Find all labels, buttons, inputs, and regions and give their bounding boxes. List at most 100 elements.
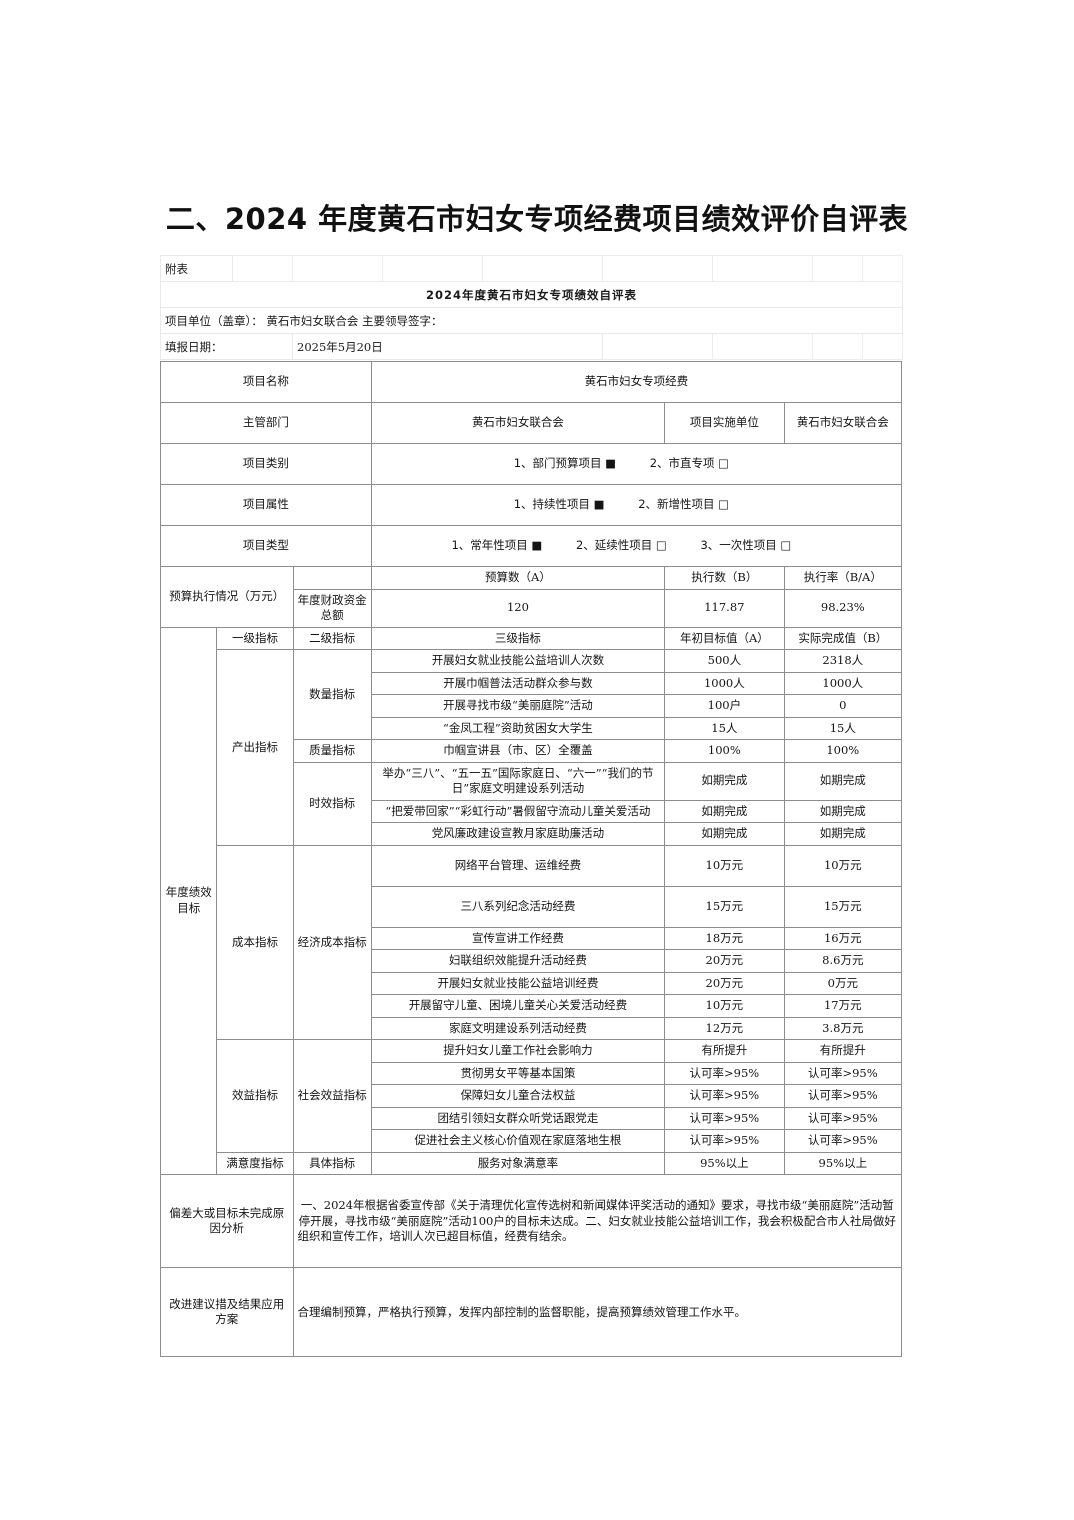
indicator-actual: 17万元 (783, 994, 903, 1018)
indicator-actual: 如期完成 (783, 799, 903, 824)
indicator-target: 20万元 (664, 949, 785, 973)
spacer-cell (862, 255, 903, 282)
type-option-onetime[interactable]: 3、一次性项目 □ (700, 538, 792, 553)
header-level2: 二级指标 (292, 626, 372, 651)
indicator-target: 100% (664, 739, 785, 763)
indicator-name: 开展妇女就业技能公益培训人次数 (370, 649, 666, 673)
budget-row-label: 年度财政资金总额 (292, 588, 372, 628)
category-options: 1、部门预算项目 ■ 2、市直专项 □ (370, 443, 903, 485)
indicator-target: 100户 (664, 694, 785, 718)
level1-benefit: 效益指标 (216, 1039, 294, 1153)
indicator-actual: 如期完成 (783, 822, 903, 846)
indicator-target: 如期完成 (664, 761, 785, 801)
indicator-actual: 认可率>95% (783, 1106, 903, 1131)
indicator-name: “金凤工程”资助贫困女大学生 (370, 716, 666, 741)
table-row-supervisor: 主管部门 黄石市妇女联合会 项目实施单位 黄石市妇女联合会 (160, 402, 903, 444)
spacer-cell (232, 255, 293, 282)
spacer-cell (812, 255, 863, 282)
table-row: 产出指标 数量指标 开展妇女就业技能公益培训人次数 500人 2318人 (161, 649, 903, 846)
indicator-actual: 认可率>95% (783, 1061, 903, 1086)
supervisor-label: 主管部门 (160, 402, 372, 444)
report-date-label: 填报日期： (160, 333, 293, 360)
table-row: 开展寻找市级“美丽庭院”活动 100户 0 (161, 694, 903, 718)
implementer-value: 黄石市妇女联合会 (783, 402, 903, 444)
table-row: 满意度指标 具体指标 服务对象满意率 95%以上 95%以上 (161, 1151, 903, 1176)
level1-cost: 成本指标 (216, 844, 294, 1041)
spacer-cell (602, 255, 713, 282)
table-row-budget-values: 年度财政资金总额 120 117.87 98.23% (161, 588, 903, 628)
indicator-actual: 8.6万元 (783, 949, 903, 973)
indicator-name: 网络平台管理、运维经费 (370, 844, 666, 887)
attribute-options: 1、持续性项目 ■ 2、新增性项目 □ (370, 484, 903, 526)
indicator-target: 20万元 (664, 971, 785, 996)
category-option-city-special[interactable]: 2、市直专项 □ (649, 456, 730, 471)
table-row: 妇联组织效能提升活动经费 20万元 8.6万元 (161, 949, 903, 973)
unit-seal-line: 项目单位（盖章）： 黄石市妇女联合会 主要领导签字： (160, 307, 903, 334)
deviation-label: 偏差大或目标未完成原因分析 (160, 1174, 294, 1269)
indicator-target: 15人 (664, 716, 785, 741)
indicator-actual: 0 (783, 694, 903, 718)
spacer-cell (382, 255, 483, 282)
budget-amount-value: 120 (370, 588, 666, 628)
attribute-option-continuing[interactable]: 1、持续性项目 ■ (513, 497, 605, 512)
indicator-name: 提升妇女儿童工作社会影响力 (370, 1039, 666, 1063)
indicator-target: 认可率>95% (664, 1084, 785, 1108)
indicator-actual: 有所提升 (783, 1039, 903, 1063)
level2-economic-cost: 经济成本指标 (292, 844, 372, 1041)
spacer-cell (812, 333, 863, 360)
indicator-name: 三八系列纪念活动经费 (370, 885, 666, 928)
self-evaluation-sheet: 附表 2024年度黄石市妇女专项绩效自评表 项目单位（盖章）： 黄石市妇女联合会… (159, 255, 903, 1358)
level2-timeliness: 时效指标 (292, 761, 372, 846)
supervisor-value: 黄石市妇女联合会 (370, 402, 666, 444)
indicator-name: 家庭文明建设系列活动经费 (370, 1016, 666, 1041)
budget-rate-value: 98.23% (783, 588, 903, 628)
indicator-name: 开展妇女就业技能公益培训经费 (370, 971, 666, 996)
indicator-actual: 10万元 (783, 844, 903, 887)
indicator-target: 1000人 (664, 671, 785, 696)
indicator-target: 18万元 (664, 926, 785, 951)
table-row-category: 项目类别 1、部门预算项目 ■ 2、市直专项 □ (160, 443, 903, 485)
indicator-name: 服务对象满意率 (370, 1151, 666, 1176)
sheet-header-block: 附表 2024年度黄石市妇女专项绩效自评表 项目单位（盖章）： 黄石市妇女联合会… (160, 255, 903, 360)
table-row: 保障妇女儿童合法权益 认可率>95% 认可率>95% (161, 1084, 903, 1108)
indicator-name: 宣传宣讲工作经费 (370, 926, 666, 951)
table-row: “把爱带回家”“彩虹行动”暑假留守流动儿童关爱活动 如期完成 如期完成 (161, 799, 903, 824)
sheet-title: 2024年度黄石市妇女专项绩效自评表 (160, 281, 903, 308)
type-option-extended[interactable]: 2、延续性项目 □ (575, 538, 667, 553)
spacer-cell (712, 333, 813, 360)
indicator-target: 10万元 (664, 994, 785, 1018)
indicator-target: 15万元 (664, 885, 785, 928)
attribute-option-new[interactable]: 2、新增性项目 □ (638, 497, 730, 512)
category-option-department-budget[interactable]: 1、部门预算项目 ■ (513, 456, 617, 471)
indicator-name: 保障妇女儿童合法权益 (370, 1084, 666, 1108)
table-row-deviation-analysis: 偏差大或目标未完成原因分析 一、2024年根据省委宣传部《关于清理优化宣传选树和… (160, 1174, 903, 1269)
indicator-name: 贯彻男女平等基本国策 (370, 1061, 666, 1086)
project-name-label: 项目名称 (160, 361, 372, 403)
type-label: 项目类型 (160, 525, 372, 567)
indicator-name: 开展巾帼普法活动群众参与数 (370, 671, 666, 696)
table-row: 党风廉政建设宣教月家庭助廉活动 如期完成 如期完成 (161, 822, 903, 846)
table-row: 时效指标 举办“三八”、“五一五”国际家庭日、“六一”“我们的节日”家庭文明建设… (161, 761, 903, 846)
table-row: 贯彻男女平等基本国策 认可率>95% 认可率>95% (161, 1061, 903, 1086)
indicator-target: 有所提升 (664, 1039, 785, 1063)
table-row: 效益指标 社会效益指标 提升妇女儿童工作社会影响力 有所提升 有所提升 (161, 1039, 903, 1153)
report-date-value: 2025年5月20日 (292, 333, 603, 360)
level1-output: 产出指标 (216, 649, 294, 846)
indicator-name: 团结引领妇女群众听党话跟党走 (370, 1106, 666, 1131)
table-row: 质量指标 巾帼宣讲县（市、区）全覆盖 100% 100% (161, 739, 903, 763)
indicator-target: 认可率>95% (664, 1129, 785, 1153)
type-option-perennial[interactable]: 1、常年性项目 ■ (451, 538, 543, 553)
indicator-name: 举办“三八”、“五一五”国际家庭日、“六一”“我们的节日”家庭文明建设系列活动 (370, 761, 666, 801)
table-row-budget-header: 预算执行情况（万元） 预算数（A） 执行数（B） 执行率（B/A） (160, 566, 903, 628)
budget-section-label: 预算执行情况（万元） (160, 566, 294, 628)
indicator-name: 开展留守儿童、困境儿童关心关爱活动经费 (370, 994, 666, 1018)
indicator-actual: 100% (783, 739, 903, 763)
header-level1: 一级指标 (216, 626, 294, 651)
table-row: 团结引领妇女群众听党话跟党走 认可率>95% 认可率>95% (161, 1106, 903, 1131)
indicator-actual: 认可率>95% (783, 1129, 903, 1153)
indicator-target: 500人 (664, 649, 785, 673)
performance-section-label: 年度绩效目标 (159, 626, 218, 1176)
budget-col-header-budget: 预算数（A） (370, 566, 666, 590)
spacer-cell (862, 333, 903, 360)
